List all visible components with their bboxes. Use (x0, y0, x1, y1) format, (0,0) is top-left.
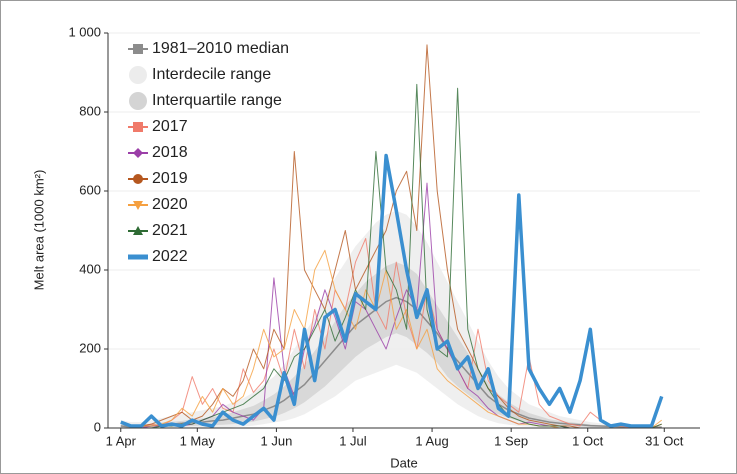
x-axis-label: Date (390, 455, 417, 470)
legend-label: 2018 (152, 144, 188, 161)
legend-marker (133, 226, 143, 235)
y-tick-label: 0 (94, 419, 101, 434)
x-tick-label: 1 Apr (106, 433, 137, 448)
legend-label: Interdecile range (152, 66, 271, 83)
x-tick-label: 1 Oct (572, 433, 603, 448)
x-tick-label: 31 Oct (645, 433, 684, 448)
y-tick-label: 1 000 (68, 24, 101, 39)
y-tick-label: 200 (79, 340, 101, 355)
y-tick-label: 600 (79, 182, 101, 197)
legend-marker (133, 174, 143, 184)
series-line (120, 153, 664, 428)
x-tick-label: 1 Aug (415, 433, 448, 448)
legend-marker (129, 66, 147, 84)
x-tick-label: 1 Jul (339, 433, 367, 448)
y-tick-label: 400 (79, 261, 101, 276)
y-tick-label: 800 (79, 103, 101, 118)
legend-label: 2022 (152, 248, 188, 265)
legend-label: 2020 (152, 196, 188, 213)
legend-label: 2021 (152, 222, 188, 239)
legend-label: 2017 (152, 118, 188, 135)
legend-label: Interquartile range (152, 92, 282, 109)
legend-label: 2019 (152, 170, 188, 187)
x-tick-label: 1 May (180, 433, 216, 448)
legend-marker (129, 92, 147, 110)
x-tick-label: 1 Sep (494, 433, 528, 448)
series-line (120, 44, 662, 429)
series-line (120, 237, 662, 429)
legend-marker (133, 122, 143, 132)
x-tick-label: 1 Jun (261, 433, 293, 448)
legend-marker (133, 201, 143, 210)
legend-marker (133, 44, 143, 54)
y-axis-label: Melt area (1000 km²) (31, 170, 46, 291)
legend-marker (133, 148, 143, 158)
legend-label: 1981–2010 median (152, 40, 289, 57)
